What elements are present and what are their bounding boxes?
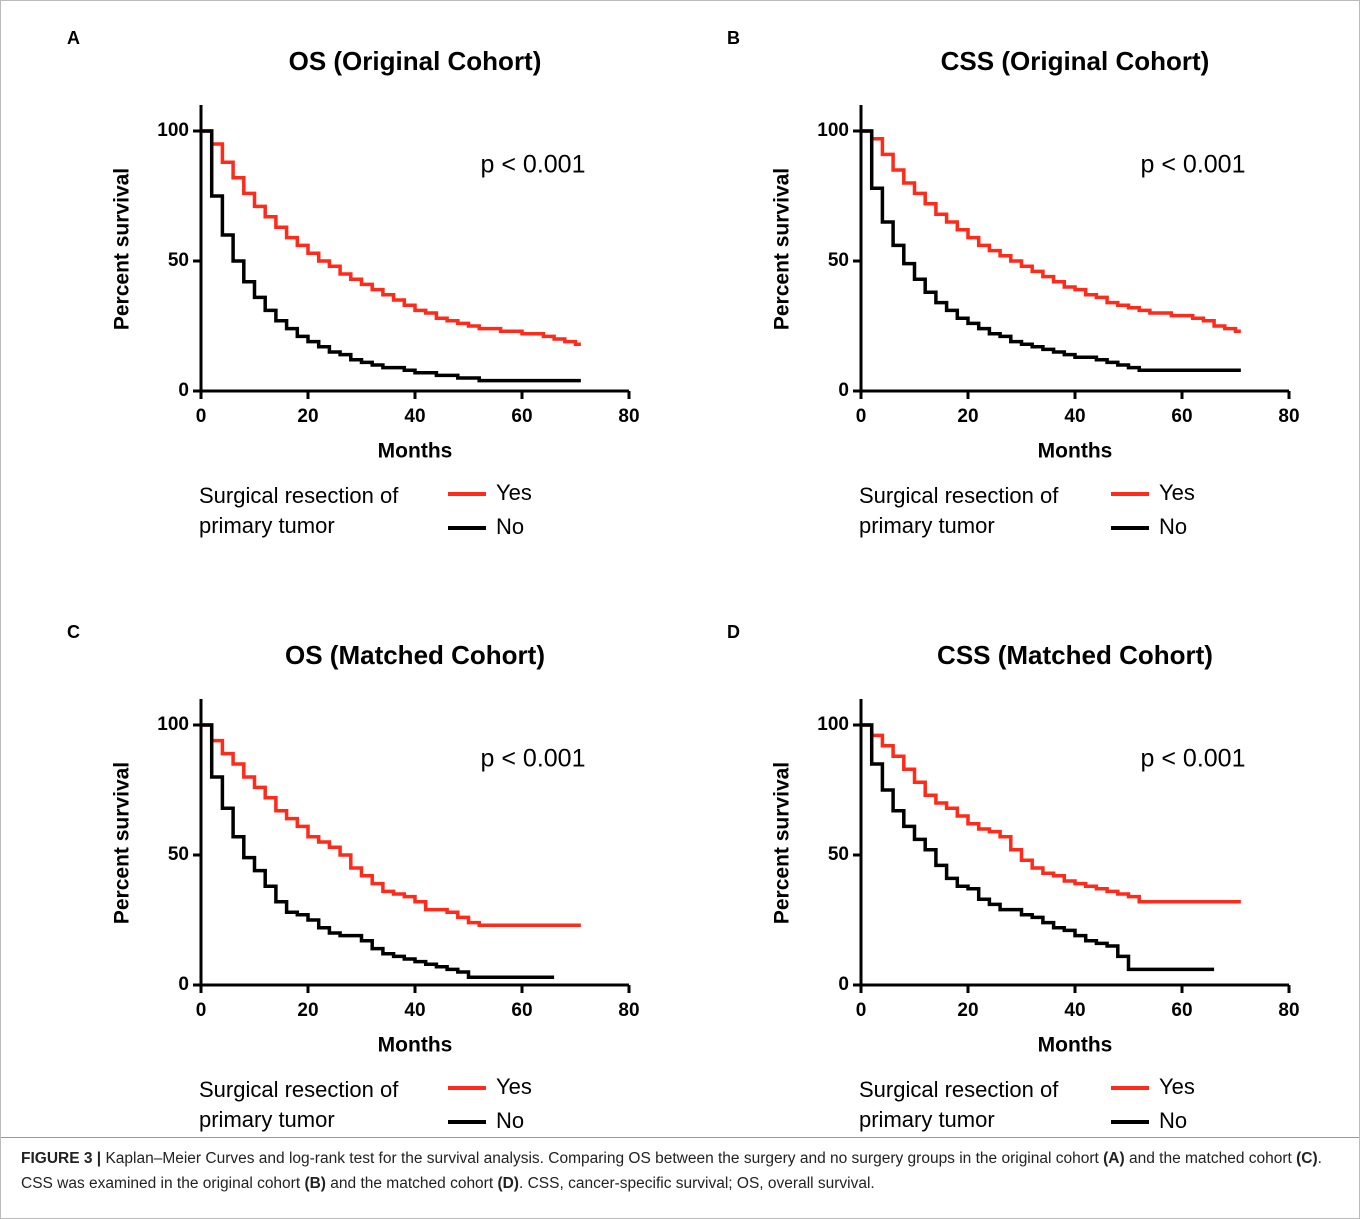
panel-label: B [727, 28, 740, 48]
y-axis-label: Percent survival [111, 168, 134, 330]
legend-label: Yes [496, 1074, 532, 1099]
x-tick-label: 60 [1171, 406, 1192, 427]
y-tick-label: 0 [178, 974, 189, 995]
survival-curve [201, 129, 581, 383]
survival-curve [201, 723, 581, 927]
legend-label: No [496, 514, 524, 539]
legend-title: primary tumor [859, 1107, 995, 1132]
charts: A OS (Original Cohort) p < 0.001 Months Perc… [67, 28, 1300, 1133]
x-axis-label: Months [1038, 440, 1113, 463]
y-axis-label: Percent survival [771, 168, 794, 330]
annotation: p < 0.001 [1141, 151, 1246, 179]
x-axis-label: Months [378, 1034, 453, 1057]
legend-label: Yes [1159, 480, 1195, 505]
legend-title: Surgical resection of [199, 483, 399, 508]
y-tick-label: 0 [178, 380, 189, 401]
legend-title: primary tumor [859, 513, 995, 538]
y-tick-label: 50 [828, 250, 849, 271]
legend-title: Surgical resection of [199, 1077, 399, 1102]
legend-title: Surgical resection of [859, 483, 1059, 508]
y-tick-label: 0 [838, 380, 849, 401]
caption-text: (A) [1103, 1150, 1125, 1167]
x-tick-label: 0 [196, 1000, 207, 1021]
caption-text: FIGURE 3 | [21, 1150, 102, 1167]
caption-text: . CSS was examined in the original cohor… [21, 1150, 1327, 1192]
y-tick-label: 100 [157, 120, 189, 141]
x-tick-label: 0 [196, 406, 207, 427]
caption-text: and the matched cohort [1124, 1150, 1297, 1167]
y-tick-label: 50 [168, 250, 189, 271]
x-axis-label: Months [378, 440, 453, 463]
caption-text: (D) [497, 1175, 519, 1192]
legend-label: No [496, 1108, 524, 1133]
legend-title: Surgical resection of [859, 1077, 1059, 1102]
chart-title: CSS (Original Cohort) [941, 46, 1210, 76]
chart-title: OS (Original Cohort) [289, 46, 542, 76]
survival-curve [861, 129, 1241, 372]
y-tick-label: 50 [168, 844, 189, 865]
annotation: p < 0.001 [481, 151, 586, 179]
survival-curve [861, 723, 1215, 972]
y-tick-label: 100 [817, 120, 849, 141]
x-tick-label: 0 [856, 406, 867, 427]
survival-curve [861, 723, 1241, 904]
x-tick-label: 80 [1278, 406, 1299, 427]
y-axis-label: Percent survival [771, 762, 794, 924]
y-axis-label: Percent survival [111, 762, 134, 924]
legend-label: No [1159, 514, 1187, 539]
chart-title: CSS (Matched Cohort) [937, 640, 1213, 670]
caption: FIGURE 3 | Kaplan–Meier Curves and log-r… [21, 1146, 1341, 1196]
x-tick-label: 60 [511, 406, 532, 427]
y-tick-label: 100 [817, 714, 849, 735]
x-tick-label: 0 [856, 1000, 867, 1021]
x-tick-label: 60 [1171, 1000, 1192, 1021]
legend-title: primary tumor [199, 1107, 335, 1132]
legend-label: Yes [1159, 1074, 1195, 1099]
legend-title: primary tumor [199, 513, 335, 538]
x-tick-label: 20 [957, 1000, 978, 1021]
legend-label: No [1159, 1108, 1187, 1133]
x-tick-label: 40 [404, 1000, 425, 1021]
panel-label: A [67, 28, 80, 48]
x-tick-label: 80 [618, 406, 639, 427]
x-tick-label: 40 [1064, 1000, 1085, 1021]
y-tick-label: 50 [828, 844, 849, 865]
survival-curve [861, 129, 1241, 333]
y-tick-label: 0 [838, 974, 849, 995]
x-tick-label: 40 [404, 406, 425, 427]
x-tick-label: 20 [957, 406, 978, 427]
caption-text: (C) [1296, 1150, 1318, 1167]
legend-label: Yes [496, 480, 532, 505]
caption-text: . CSS, cancer-specific survival; OS, ove… [518, 1175, 875, 1192]
caption-text: and the matched cohort [325, 1175, 498, 1192]
y-tick-label: 100 [157, 714, 189, 735]
x-tick-label: 20 [297, 1000, 318, 1021]
caption-text: Kaplan–Meier Curves and log-rank test fo… [101, 1150, 1104, 1167]
annotation: p < 0.001 [1141, 745, 1246, 773]
panel-label: D [727, 622, 740, 642]
chart-title: OS (Matched Cohort) [285, 640, 545, 670]
x-tick-label: 80 [1278, 1000, 1299, 1021]
x-tick-label: 20 [297, 406, 318, 427]
panel-label: C [67, 622, 80, 642]
x-tick-label: 60 [511, 1000, 532, 1021]
x-tick-label: 80 [618, 1000, 639, 1021]
x-tick-label: 40 [1064, 406, 1085, 427]
caption-text: (B) [304, 1175, 326, 1192]
caption-rule [1, 1137, 1359, 1138]
survival-curve [201, 129, 581, 346]
survival-curve [201, 723, 555, 979]
x-axis-label: Months [1038, 1034, 1113, 1057]
annotation: p < 0.001 [481, 745, 586, 773]
